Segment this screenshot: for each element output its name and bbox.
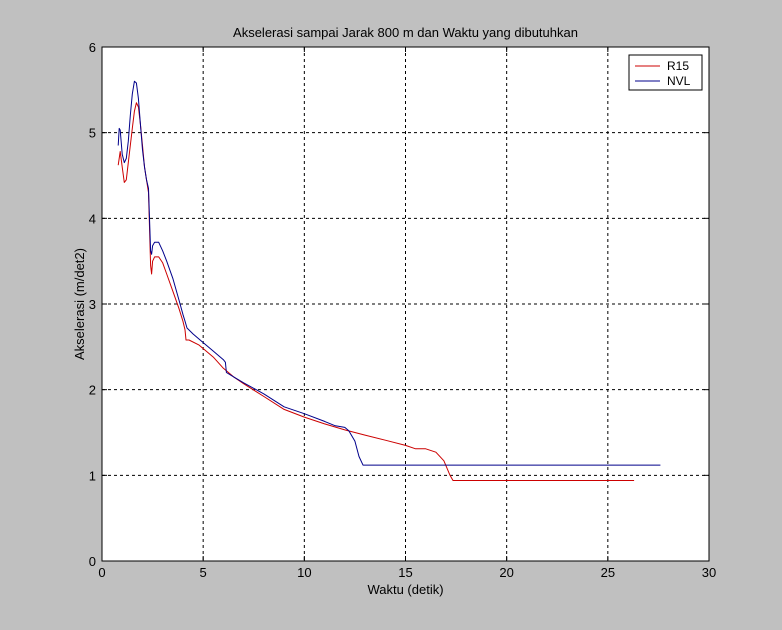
series-line-r15 [117, 102, 635, 481]
y-axis-label: Akselerasi (m/det2) [72, 248, 87, 360]
legend-box [628, 54, 703, 91]
y-tick-label: 2 [89, 383, 96, 398]
grid-lines [102, 47, 709, 561]
legend-label-nvl: NVL [667, 74, 691, 88]
chart-title: Akselerasi sampai Jarak 800 m dan Waktu … [233, 25, 578, 40]
x-tick-label: 5 [200, 565, 207, 580]
y-tick-label: 1 [89, 468, 96, 483]
y-tick-label: 4 [89, 211, 96, 226]
x-tick-label: 30 [702, 565, 716, 580]
x-tick-label: 15 [398, 565, 412, 580]
x-tick-label: 25 [601, 565, 615, 580]
y-tick-label: 6 [89, 40, 96, 55]
legend-label-r15: R15 [667, 59, 689, 73]
series-line-nvl [117, 80, 661, 466]
series-layer [117, 80, 661, 481]
y-tick-label: 3 [89, 297, 96, 312]
x-tick-label: 20 [499, 565, 513, 580]
x-tick-label: 10 [297, 565, 311, 580]
x-tick-label: 0 [98, 565, 105, 580]
ticks: 0 5 10 15 20 25 30 0 1 2 3 4 5 6 [89, 40, 716, 580]
y-tick-label: 5 [89, 126, 96, 141]
y-tick-label: 0 [89, 554, 96, 569]
x-axis-label: Waktu (detik) [367, 582, 443, 597]
